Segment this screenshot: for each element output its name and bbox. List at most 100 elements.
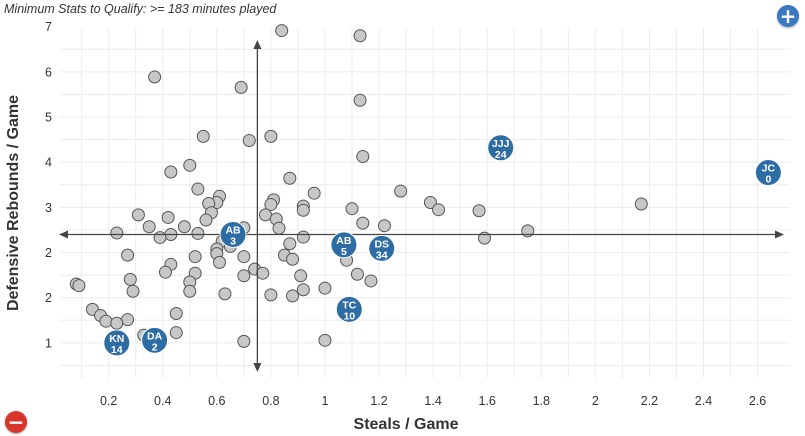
- player-number: 2: [152, 341, 158, 353]
- y-tick-label: 1: [45, 336, 52, 350]
- data-point: [148, 70, 162, 84]
- data-point: [199, 213, 213, 227]
- x-tick-label: 0.6: [208, 394, 225, 408]
- data-point: [296, 283, 310, 297]
- y-tick-label: 5: [45, 111, 52, 125]
- minus-icon: −: [7, 410, 25, 434]
- data-point: [258, 208, 272, 222]
- x-tick-label: 1: [321, 394, 328, 408]
- y-tick-label: 4: [45, 156, 52, 170]
- data-point: [99, 314, 113, 328]
- zoom-out-button[interactable]: −: [5, 411, 27, 433]
- player-marker[interactable]: JC0: [754, 159, 782, 187]
- player-number: 24: [495, 149, 507, 161]
- player-circle: [487, 134, 515, 162]
- y-tick-label: 3: [45, 201, 52, 215]
- data-point: [264, 288, 278, 302]
- data-point: [275, 24, 289, 38]
- data-point: [164, 165, 178, 179]
- x-tick-labels: 0.2 0.4 0.6 0.8 1 1.2 1.4 1.6 1.8 2 2.2 2.4 2.6: [100, 394, 766, 408]
- data-point: [272, 221, 286, 235]
- data-point: [121, 248, 135, 262]
- x-tick-label: 1.2: [370, 394, 387, 408]
- qualify-note: Minimum Stats to Qualify: >= 183 minutes…: [4, 2, 277, 16]
- data-point: [123, 272, 137, 286]
- player-marker[interactable]: AB3: [219, 220, 247, 248]
- x-axis-label: Steals / Game: [354, 416, 459, 433]
- player-initials: TC: [342, 299, 356, 311]
- data-point: [72, 279, 86, 293]
- player-circle: [141, 326, 169, 354]
- arrow-up-icon: [253, 40, 262, 49]
- player-circle: [103, 329, 131, 357]
- data-point: [121, 313, 135, 327]
- y-tick-label: 2: [45, 291, 52, 305]
- data-point: [142, 220, 156, 234]
- data-point: [169, 306, 183, 320]
- player-initials: JJJ: [492, 138, 510, 150]
- player-marker[interactable]: DA2: [141, 326, 169, 354]
- x-tick-label: 0.4: [154, 394, 171, 408]
- player-marker[interactable]: AB5: [330, 231, 358, 259]
- player-circle: [219, 220, 247, 248]
- data-point: [237, 334, 251, 348]
- x-tick-label: 1.4: [424, 394, 441, 408]
- data-point: [356, 216, 370, 230]
- data-point: [218, 287, 232, 301]
- player-number: 5: [341, 246, 347, 258]
- player-initials: DS: [374, 238, 389, 250]
- player-number: 0: [765, 174, 771, 186]
- data-point: [153, 231, 167, 245]
- data-point: [110, 226, 124, 240]
- y-tick-label: 7: [45, 20, 52, 34]
- player-initials: AB: [225, 224, 241, 236]
- data-point: [296, 203, 310, 217]
- player-circle: [335, 295, 363, 323]
- data-point: [294, 269, 308, 283]
- player-circle: [368, 234, 396, 262]
- x-tick-label: 2.6: [749, 394, 766, 408]
- x-tick-label: 0.8: [262, 394, 279, 408]
- data-point: [283, 237, 297, 251]
- data-point: [364, 274, 378, 288]
- data-point: [377, 219, 391, 233]
- reference-axes: [59, 40, 784, 372]
- x-tick-label: 2.4: [695, 394, 712, 408]
- player-initials: DA: [147, 330, 163, 342]
- data-point: [158, 265, 172, 279]
- zoom-in-button[interactable]: +: [777, 5, 799, 27]
- x-tick-label: 1.6: [478, 394, 495, 408]
- data-point: [286, 252, 300, 266]
- data-point: [169, 326, 183, 340]
- data-point: [234, 80, 248, 94]
- player-circle: [754, 159, 782, 187]
- data-point: [188, 250, 202, 264]
- x-tick-label: 0.2: [100, 394, 117, 408]
- data-point: [283, 171, 297, 185]
- y-tick-labels: 1 2 2 3 4 5 6 7: [45, 20, 52, 350]
- data-point: [472, 204, 486, 218]
- data-point: [350, 267, 364, 281]
- player-number: 10: [343, 310, 355, 322]
- data-point: [131, 208, 145, 222]
- player-initials: AB: [336, 235, 352, 247]
- y-tick-label: 6: [45, 65, 52, 79]
- data-point: [183, 284, 197, 298]
- data-point: [394, 184, 408, 198]
- data-point: [264, 129, 278, 143]
- data-point: [634, 197, 648, 211]
- x-tick-label: 2.2: [641, 394, 658, 408]
- data-point: [353, 93, 367, 107]
- data-point: [183, 158, 197, 172]
- data-point: [318, 333, 332, 347]
- x-tick-label: 2: [592, 394, 599, 408]
- player-number: 14: [111, 344, 123, 356]
- data-point: [296, 230, 310, 244]
- player-initials: KN: [109, 333, 124, 345]
